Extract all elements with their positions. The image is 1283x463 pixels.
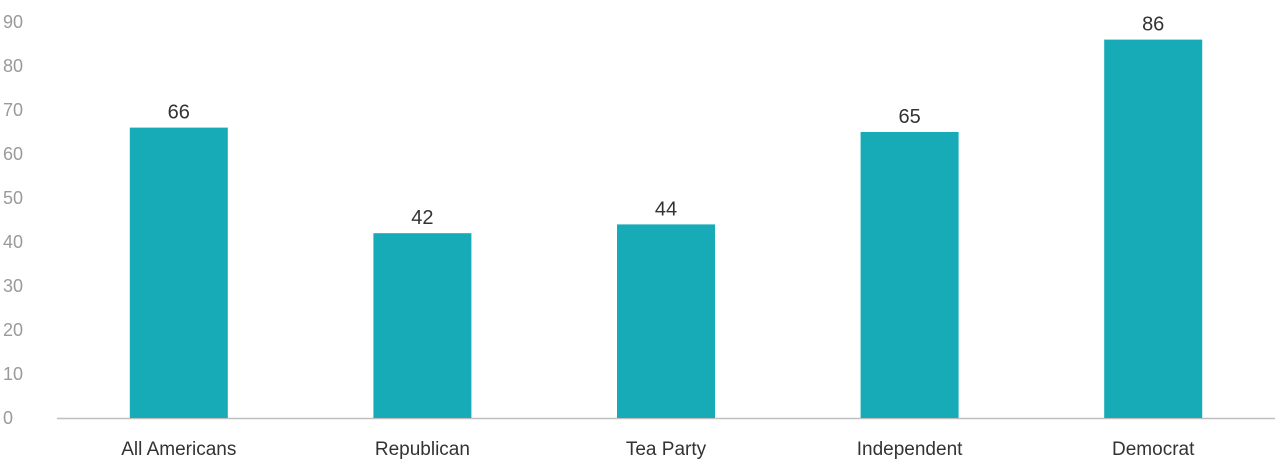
- y-tick-label: 90: [3, 12, 23, 32]
- x-tick-label: Republican: [375, 439, 470, 460]
- y-tick-label: 10: [3, 364, 23, 384]
- data-labels: 66 42 44 65 86: [168, 14, 1165, 230]
- bar: [1104, 39, 1203, 418]
- y-tick-label: 40: [3, 232, 23, 252]
- x-tick-label: Tea Party: [626, 439, 707, 460]
- y-tick-label: 30: [3, 276, 23, 296]
- data-label: 65: [898, 106, 920, 128]
- x-tick-label: Democrat: [1112, 439, 1195, 460]
- bar: [617, 224, 715, 418]
- y-tick-label: 80: [3, 56, 23, 76]
- x-tick-label: All Americans: [121, 439, 236, 460]
- y-tick-label: 60: [3, 144, 23, 164]
- bar: [373, 233, 472, 418]
- y-tick-label: 0: [3, 408, 13, 428]
- data-label: 44: [655, 198, 677, 220]
- data-label: 42: [411, 207, 433, 229]
- y-axis: 0 10 20 30 40 50 60 70 80 90: [3, 12, 23, 428]
- bars: [129, 39, 1203, 418]
- y-tick-label: 20: [3, 320, 23, 340]
- x-tick-label: Independent: [857, 439, 963, 460]
- x-axis: All Americans Republican Tea Party Independ…: [121, 439, 1195, 460]
- bar: [129, 127, 228, 418]
- y-tick-label: 50: [3, 188, 23, 208]
- data-label: 66: [168, 102, 190, 124]
- bar: [860, 132, 959, 418]
- y-tick-label: 70: [3, 100, 23, 120]
- data-label: 86: [1142, 14, 1164, 36]
